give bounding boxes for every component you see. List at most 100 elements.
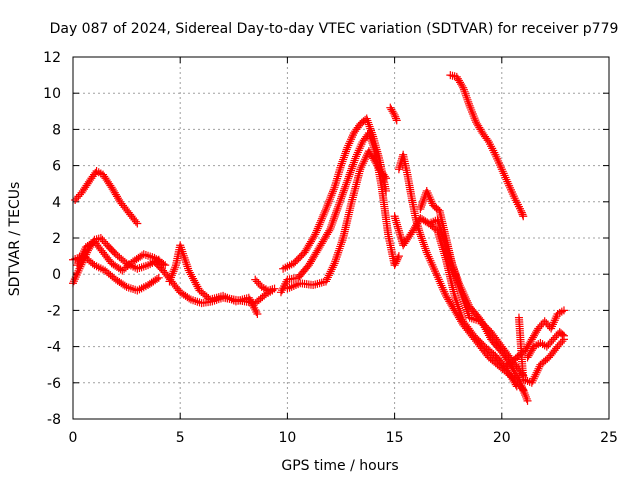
data-point [390, 212, 399, 221]
data-point [79, 247, 88, 256]
data-point [321, 206, 330, 215]
data-point [417, 203, 426, 212]
data-point [342, 180, 351, 189]
data-point [469, 112, 478, 121]
data-point [314, 222, 323, 231]
data-point [439, 234, 448, 243]
data-point [435, 222, 444, 231]
data-point [440, 238, 449, 247]
data-point [270, 284, 279, 293]
data-point [167, 271, 176, 280]
data-point [419, 238, 428, 247]
series-arc-H [276, 129, 403, 297]
y-tick-label: 4 [52, 195, 61, 211]
data-point [417, 234, 426, 243]
data-point [342, 145, 351, 154]
data-point [340, 151, 349, 160]
data-point [559, 306, 568, 315]
data-point [166, 275, 175, 284]
data-point [339, 186, 348, 195]
data-point [350, 156, 359, 165]
chart-title: Day 087 of 2024, Sidereal Day-to-day VTE… [50, 21, 619, 37]
data-point [391, 214, 400, 223]
data-point [465, 101, 474, 110]
data-point [154, 273, 163, 282]
data-point [318, 212, 327, 221]
data-point [360, 157, 369, 166]
data-point [336, 163, 345, 172]
data-point [453, 275, 462, 284]
data-point [417, 232, 426, 241]
data-point [316, 218, 325, 227]
data-point [450, 266, 459, 275]
data-point [456, 283, 465, 292]
data-point [358, 161, 367, 170]
data-point [390, 261, 399, 270]
data-point [362, 114, 371, 123]
data-point [437, 228, 446, 237]
data-point [311, 230, 320, 239]
data-point [442, 244, 451, 253]
data-point [321, 277, 330, 286]
data-point [341, 182, 350, 191]
data-point [315, 279, 324, 288]
data-point [337, 238, 346, 247]
data-point [328, 218, 337, 227]
data-point [344, 174, 353, 183]
data-point [467, 105, 476, 114]
data-point [416, 205, 425, 214]
data-point [392, 116, 401, 125]
data-point [343, 176, 352, 185]
data-point [367, 126, 376, 135]
data-point [334, 200, 343, 209]
data-point [234, 296, 243, 305]
data-point [394, 252, 403, 261]
data-point [180, 253, 189, 262]
data-point [328, 189, 337, 198]
data-point [152, 275, 161, 284]
data-point [325, 269, 334, 278]
data-point [422, 246, 431, 255]
y-tick-label: 0 [52, 267, 61, 283]
data-point [420, 242, 429, 251]
series-arc-R [523, 328, 568, 362]
data-point [319, 210, 328, 219]
data-point [364, 118, 373, 127]
data-point [246, 297, 255, 306]
data-point [522, 394, 531, 403]
data-point [459, 289, 468, 298]
data-point [441, 240, 450, 249]
data-point [248, 299, 257, 308]
data-point [463, 95, 472, 104]
data-point [357, 163, 366, 172]
data-point [462, 91, 471, 100]
data-point [323, 201, 332, 210]
data-point [517, 206, 526, 215]
data-point [470, 114, 479, 123]
data-point [464, 99, 473, 108]
series-arc-K [386, 103, 401, 125]
data-point [329, 185, 338, 194]
y-tick-label: 2 [52, 231, 61, 247]
data-point [331, 178, 340, 187]
data-point [79, 249, 88, 258]
data-point [349, 160, 358, 169]
data-point [417, 201, 426, 210]
data-point [466, 103, 475, 112]
data-point [438, 232, 447, 241]
data-point [331, 208, 340, 217]
data-point [529, 374, 538, 383]
data-point [393, 255, 402, 264]
data-point [421, 244, 430, 253]
data-point [249, 301, 258, 310]
data-point [309, 281, 318, 290]
data-point [339, 188, 348, 197]
data-point [446, 71, 455, 80]
y-axis-label: SDTVAR / TECUs [7, 182, 23, 297]
data-point [245, 295, 254, 304]
y-tick-label: -6 [47, 376, 61, 392]
data-point [329, 216, 338, 225]
data-point [329, 214, 338, 223]
data-point [327, 265, 336, 274]
data-point [523, 396, 532, 405]
